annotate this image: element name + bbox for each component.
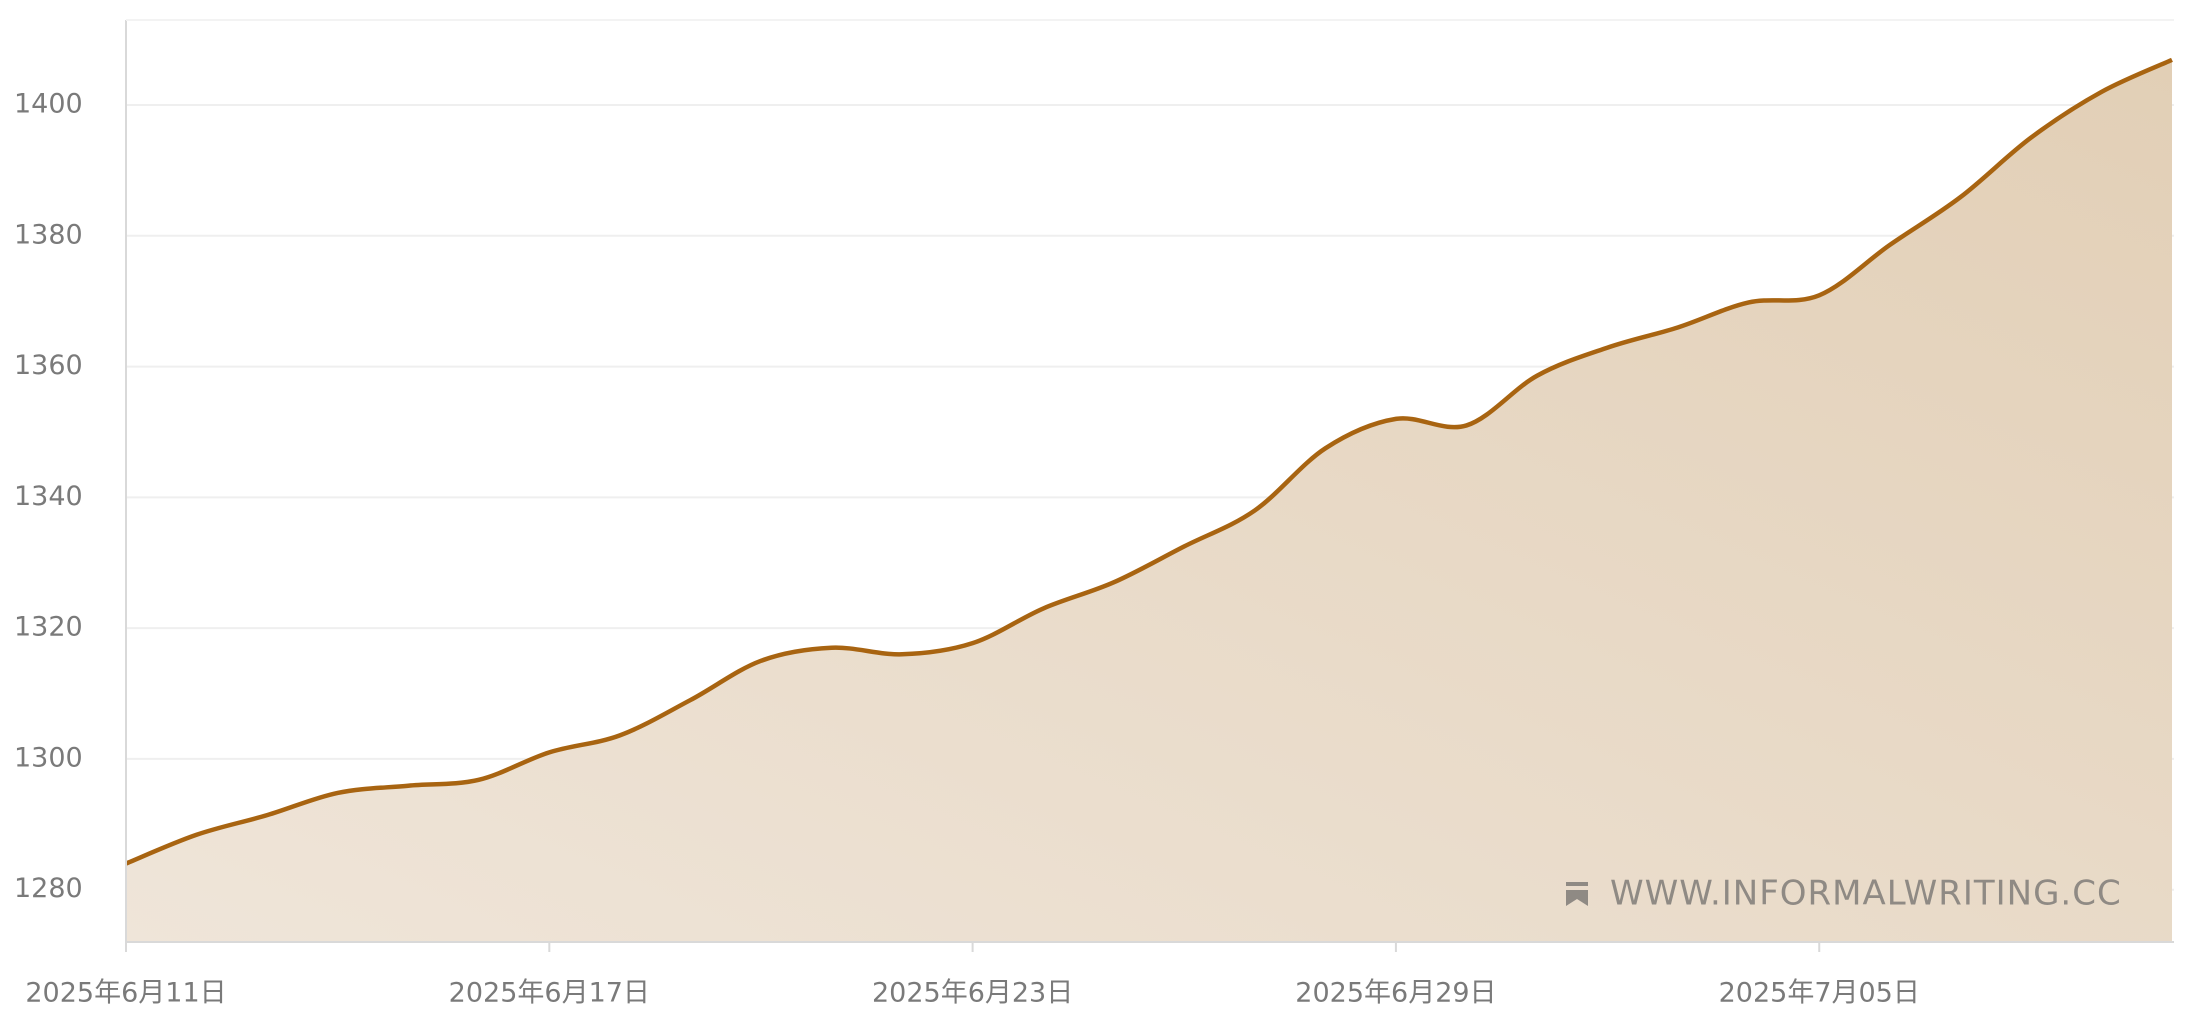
y-tick-label: 1380 [14, 219, 83, 250]
x-tick-label: 2025年7月05日 [1719, 978, 1920, 1009]
area [126, 59, 2172, 943]
y-tick-label: 1320 [14, 612, 83, 643]
watermark-group: WWW.INFORMALWRITING.CC [1566, 874, 2122, 914]
x-tick-label: 2025年6月23日 [872, 978, 1073, 1009]
y-tick-label: 1280 [14, 873, 83, 904]
plot [125, 57, 2173, 943]
x-tick-label: 2025年6月29日 [1295, 978, 1496, 1009]
watermark: WWW.INFORMALWRITING.CC [1610, 874, 2122, 914]
x-tick-label: 2025年6月11日 [25, 978, 226, 1009]
y-tick-label: 1340 [14, 481, 83, 512]
line [125, 57, 2173, 866]
watermark-icon [1566, 882, 1588, 906]
x-tick-label: 2025年6月17日 [449, 978, 650, 1009]
y-tick-label: 1300 [14, 742, 83, 773]
y-tick-label: 1400 [14, 89, 83, 120]
y-tick-label: 1360 [14, 350, 83, 381]
